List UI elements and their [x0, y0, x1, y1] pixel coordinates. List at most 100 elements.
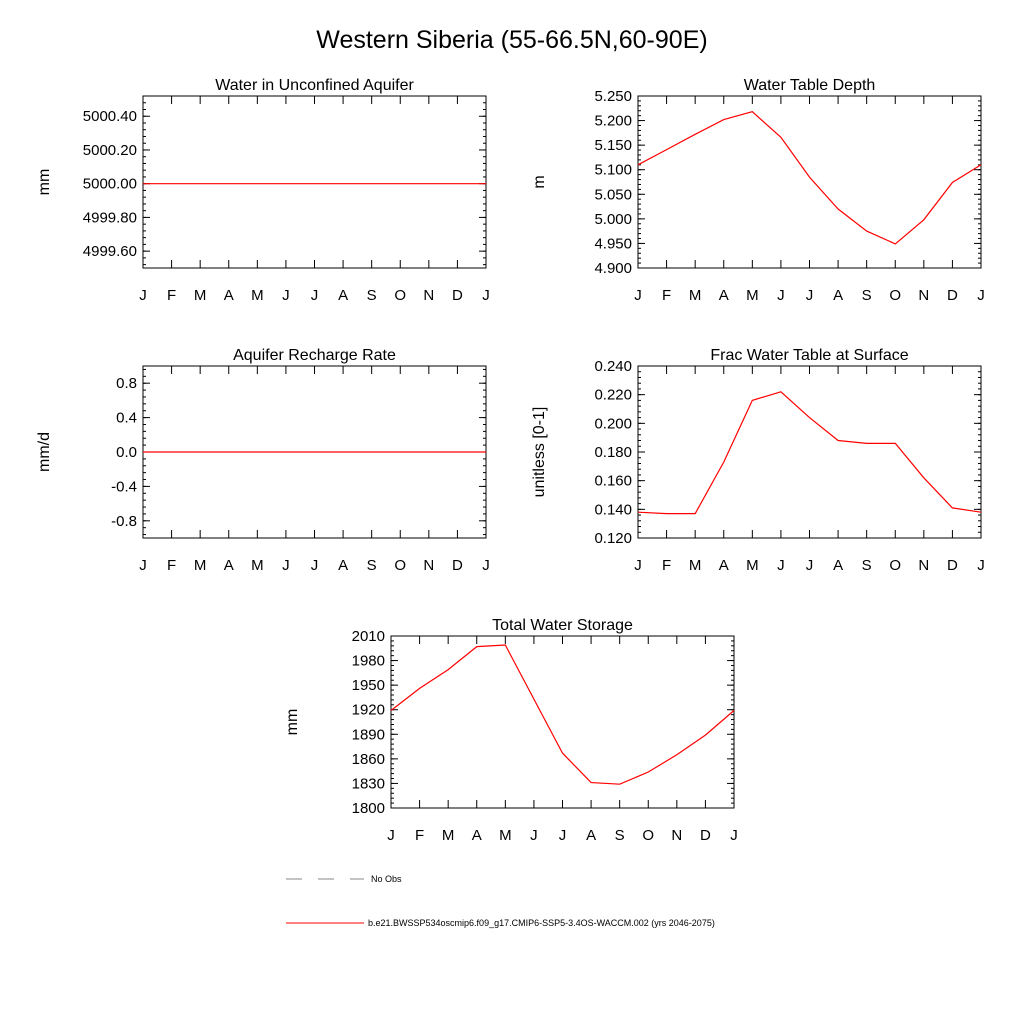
y-tick-label: 0.220 — [594, 387, 632, 404]
x-tick-label: F — [167, 287, 176, 304]
x-tick-label: N — [671, 827, 682, 844]
x-tick-label: D — [700, 827, 711, 844]
y-tick-label: 5.100 — [594, 162, 632, 179]
y-tick-label: 4.950 — [594, 235, 632, 252]
x-tick-label: J — [282, 287, 290, 304]
x-tick-label: O — [889, 557, 901, 574]
x-tick-label: M — [689, 557, 702, 574]
legend: No Obs b.e21.BWSSP534oscmip6.f09_g17.CMI… — [286, 874, 715, 928]
y-tick-label: 5.200 — [594, 113, 632, 130]
y-tick-label: 5.250 — [594, 88, 632, 105]
x-tick-label: M — [194, 557, 207, 574]
x-tick-label: A — [833, 287, 843, 304]
x-tick-label: A — [833, 557, 843, 574]
y-tick-label: 1860 — [352, 751, 385, 768]
chart-title: Water Table Depth — [744, 77, 876, 94]
x-tick-label: S — [862, 287, 872, 304]
chart-water-unconfined-aquifer: Water in Unconfined Aquifer 4999.60 4999.8… — [36, 77, 490, 304]
x-tick-label: J — [977, 287, 985, 304]
figure-title: Western Siberia (55-66.5N,60-90E) — [316, 26, 707, 54]
plot-frame — [142, 95, 487, 269]
chart-water-table-depth: Water Table Depth 4.900 4.950 5.000 5.050 5.1… — [531, 77, 985, 304]
x-tick-label: N — [423, 287, 434, 304]
x-tick-label: J — [634, 287, 642, 304]
x-tick-label: J — [530, 827, 538, 844]
x-tick-label: M — [251, 287, 264, 304]
y-tick-label: 0.8 — [116, 375, 137, 392]
x-tick-label: M — [442, 827, 455, 844]
x-tick-label: D — [947, 557, 958, 574]
x-tick-label: O — [642, 827, 654, 844]
y-tick-label: 0.120 — [594, 530, 632, 547]
x-tick-label: J — [977, 557, 985, 574]
x-tick-label: M — [746, 557, 759, 574]
chart-total-water-storage: Total Water Storage 1800 1830 1860 1890 1920 1… — [284, 617, 738, 844]
x-tick-label: S — [862, 557, 872, 574]
x-tick-label: J — [777, 287, 785, 304]
x-tick-label: A — [719, 287, 729, 304]
x-tick-label: A — [338, 287, 348, 304]
x-tick-label: A — [586, 827, 596, 844]
x-tick-label: D — [452, 287, 463, 304]
y-tick-label: 0.4 — [116, 410, 137, 427]
y-tick-label: -0.8 — [111, 513, 137, 530]
x-tick-label: M — [194, 287, 207, 304]
x-tick-label: M — [689, 287, 702, 304]
x-tick-label: J — [730, 827, 738, 844]
x-tick-label: F — [167, 557, 176, 574]
x-tick-label: N — [918, 557, 929, 574]
x-tick-label: O — [889, 287, 901, 304]
y-axis-label: unitless [0-1] — [531, 407, 548, 498]
y-axis-label: m — [531, 175, 548, 188]
y-tick-label: 5000.20 — [83, 142, 137, 159]
x-tick-label: M — [251, 557, 264, 574]
y-tick-label: 4999.80 — [83, 209, 137, 226]
x-tick-label: J — [482, 557, 490, 574]
x-tick-label: S — [367, 287, 377, 304]
y-tick-label: 0.200 — [594, 415, 632, 432]
x-tick-label: J — [311, 557, 319, 574]
chart-title: Frac Water Table at Surface — [710, 347, 908, 364]
legend-model-label: b.e21.BWSSP534oscmip6.f09_g17.CMIP6-SSP5… — [368, 918, 715, 928]
x-tick-label: J — [282, 557, 290, 574]
plot-frame — [637, 95, 982, 269]
y-tick-label: 1800 — [352, 800, 385, 817]
y-axis-label: mm — [284, 709, 301, 736]
y-axis-label: mm/d — [36, 432, 53, 472]
x-tick-label: D — [452, 557, 463, 574]
x-tick-label: M — [499, 827, 512, 844]
x-tick-label: J — [139, 287, 147, 304]
y-tick-label: 1980 — [352, 653, 385, 670]
x-tick-label: J — [634, 557, 642, 574]
legend-no-obs-label: No Obs — [371, 874, 402, 884]
y-axis-label: mm — [36, 169, 53, 196]
y-tick-label: 0.180 — [594, 444, 632, 461]
chart-title: Water in Unconfined Aquifer — [215, 77, 414, 94]
y-tick-label: 1890 — [352, 726, 385, 743]
x-tick-label: N — [423, 557, 434, 574]
x-tick-label: J — [482, 287, 490, 304]
x-tick-label: J — [139, 557, 147, 574]
x-tick-label: J — [806, 287, 814, 304]
x-tick-label: F — [662, 557, 671, 574]
plot-frame — [637, 365, 982, 539]
x-tick-label: A — [224, 557, 234, 574]
x-tick-label: N — [918, 287, 929, 304]
x-tick-label: M — [746, 287, 759, 304]
y-tick-label: 1830 — [352, 775, 385, 792]
x-tick-label: J — [777, 557, 785, 574]
series-line — [390, 644, 735, 785]
y-tick-label: 0.0 — [116, 444, 137, 461]
y-tick-label: 0.160 — [594, 473, 632, 490]
y-tick-label: 1950 — [352, 677, 385, 694]
x-tick-label: F — [662, 287, 671, 304]
series-line — [637, 391, 982, 515]
chart-aquifer-recharge-rate: Aquifer Recharge Rate -0.8 -0.4 0.0 0.4 0.8 J F… — [36, 347, 490, 574]
y-tick-label: 5000.40 — [83, 108, 137, 125]
x-tick-label: A — [719, 557, 729, 574]
chart-title: Total Water Storage — [492, 617, 633, 634]
x-tick-label: A — [472, 827, 482, 844]
x-tick-label: A — [224, 287, 234, 304]
chart-panels: Water in Unconfined Aquifer 4999.60 4999.8… — [36, 77, 985, 844]
